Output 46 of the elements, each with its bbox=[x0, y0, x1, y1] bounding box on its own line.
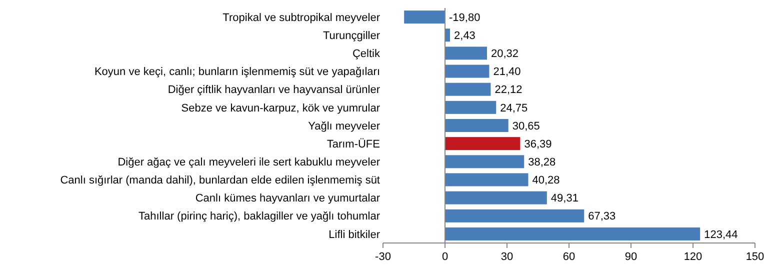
data-label: 24,75 bbox=[500, 102, 528, 114]
data-label: -19,80 bbox=[449, 12, 480, 24]
y-tick-label: Çeltik bbox=[352, 48, 380, 60]
y-tick-label: Tropikal ve subtropikal meyveler bbox=[222, 12, 380, 24]
x-tick-label: 120 bbox=[684, 251, 702, 263]
data-label: 21,40 bbox=[493, 66, 521, 78]
data-label: 20,32 bbox=[490, 48, 519, 60]
y-tick-label: Diğer ağaç ve çalı meyveleri ile sert kabuklu meyveler bbox=[118, 156, 380, 169]
x-tick-label: 0 bbox=[442, 251, 448, 263]
x-tick-label: 60 bbox=[562, 251, 576, 263]
bar bbox=[445, 155, 524, 168]
data-label: 30,65 bbox=[512, 120, 540, 132]
data-label: 67,33 bbox=[588, 210, 616, 223]
data-label: 123,44 bbox=[704, 228, 738, 241]
bar bbox=[445, 137, 520, 150]
x-tick-label: 150 bbox=[746, 251, 764, 263]
data-label: 2,43 bbox=[454, 30, 476, 42]
data-label: 36,39 bbox=[524, 138, 552, 150]
bar bbox=[445, 64, 490, 78]
y-tick-label: Yağlı meyveler bbox=[308, 120, 380, 132]
y-tick-label: Tahıllar (pirinç hariç), baklagiller ve yağlı tohumlar bbox=[138, 210, 380, 223]
x-tick-label: 30 bbox=[500, 251, 514, 263]
bar bbox=[445, 173, 528, 186]
bar bbox=[445, 28, 450, 42]
bar bbox=[445, 209, 584, 222]
data-label: 22,12 bbox=[494, 84, 522, 96]
bar bbox=[445, 191, 547, 204]
bar bbox=[445, 227, 700, 240]
y-tick-label: Tarım-ÜFE bbox=[326, 137, 380, 150]
y-tick-label: Lifli bitkiler bbox=[328, 228, 380, 241]
bar bbox=[445, 46, 487, 60]
data-label: 40,28 bbox=[532, 174, 560, 187]
x-tick-label: 90 bbox=[624, 251, 638, 263]
bar bbox=[445, 100, 496, 114]
bar bbox=[445, 82, 491, 96]
data-label: 49,31 bbox=[550, 192, 578, 205]
y-tick-label: Koyun ve keçi, canlı; bunların işlenmemiş süt ve yapağıları bbox=[94, 66, 380, 78]
x-tick-label: -30 bbox=[375, 251, 391, 263]
bar bbox=[404, 10, 445, 24]
data-label: 38,28 bbox=[528, 156, 556, 169]
y-tick-label: Diğer çiftlik hayvanları ve hayvansal ürünler bbox=[168, 84, 380, 96]
y-tick-label: Turunçgiller bbox=[322, 30, 380, 42]
y-tick-label: Canlı sığırlar (manda dahil), bunlardan elde edilen işlenmemiş süt bbox=[60, 174, 380, 187]
bar bbox=[445, 118, 508, 132]
y-tick-label: Sebze ve kavun-karpuz, kök ve yumrular bbox=[181, 102, 380, 114]
y-tick-label: Canlı kümes hayvanları ve yumurtalar bbox=[195, 192, 380, 205]
